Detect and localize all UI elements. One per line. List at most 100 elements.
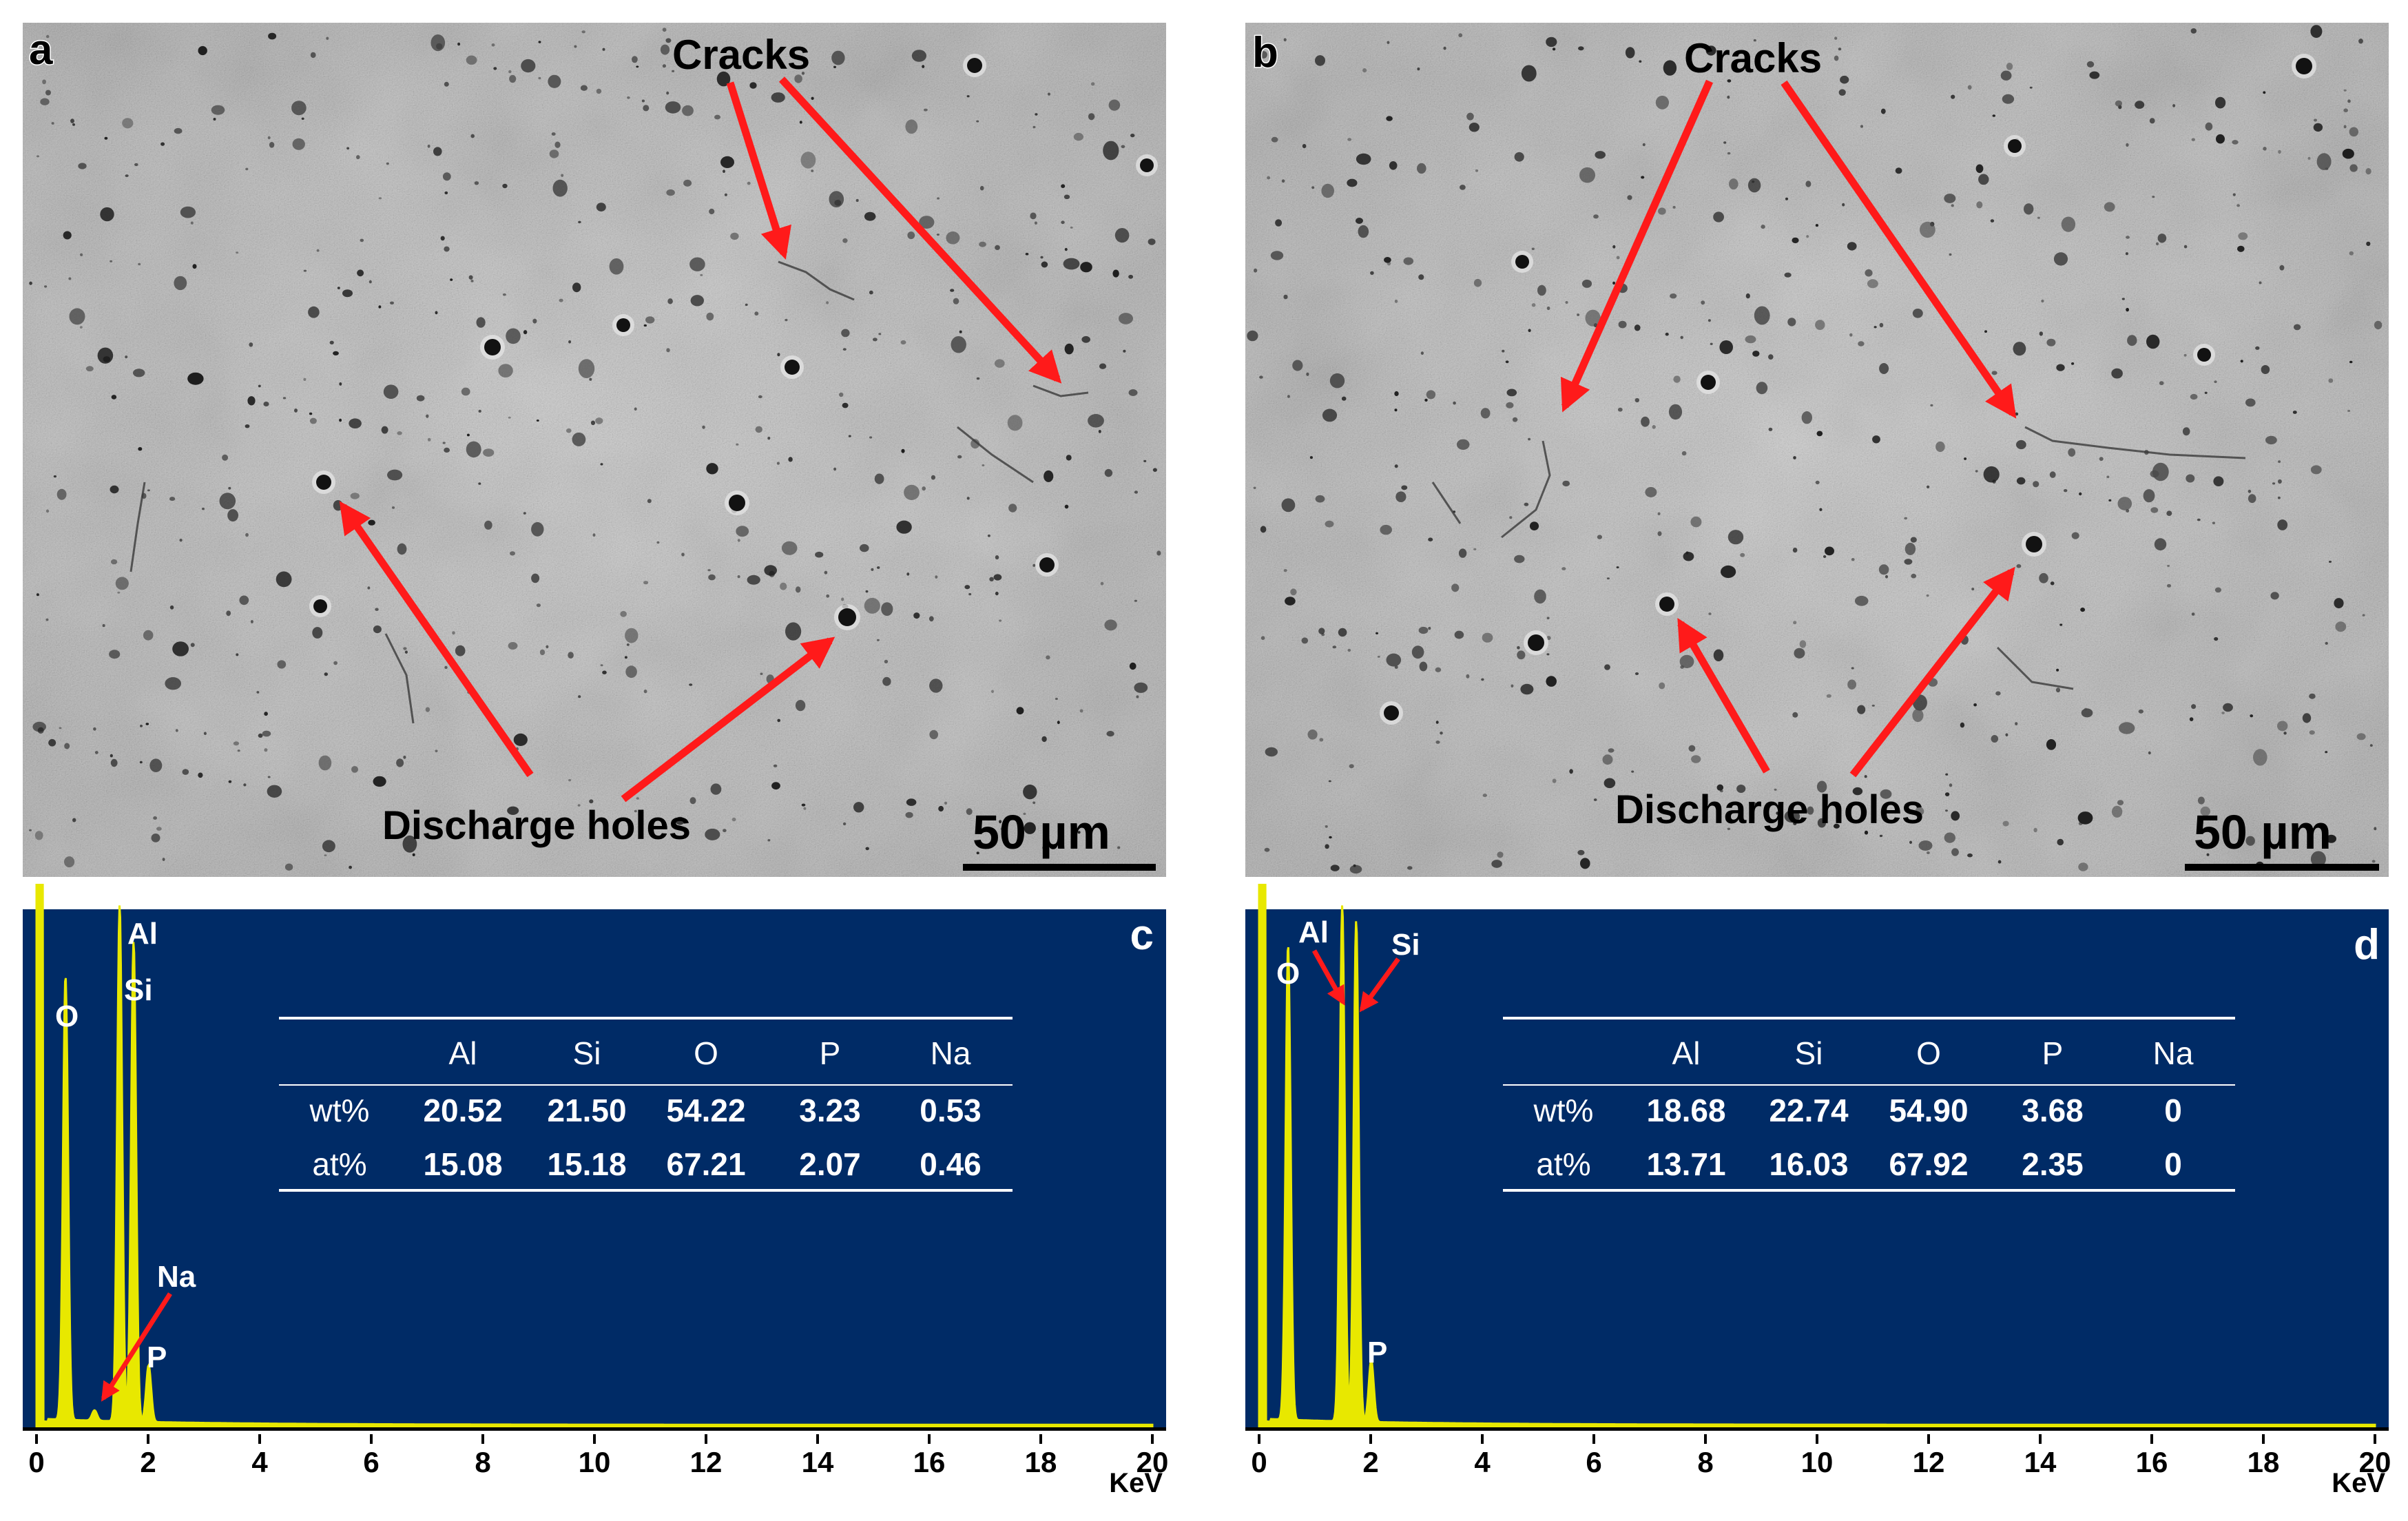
pore — [935, 575, 938, 579]
pore — [2024, 203, 2034, 215]
pore — [1879, 322, 1884, 328]
pore — [538, 76, 541, 80]
pore — [1975, 164, 1984, 174]
pore — [301, 117, 304, 120]
pore — [2061, 216, 2076, 232]
pore — [1945, 773, 1949, 776]
pore — [478, 482, 481, 485]
axis-line-d — [1245, 1427, 2389, 1431]
pore — [1657, 512, 1661, 515]
pore — [1044, 470, 1054, 482]
pore — [263, 402, 269, 406]
pore — [1403, 257, 1414, 265]
pore — [1565, 301, 1568, 304]
discharge-hole — [616, 318, 630, 332]
pore — [532, 318, 537, 324]
discharge-hole — [838, 608, 856, 626]
pore — [907, 231, 915, 240]
pore — [826, 594, 830, 598]
pore — [2117, 497, 2132, 510]
pore — [2310, 25, 2323, 38]
pore — [1872, 435, 1880, 444]
pore — [1978, 174, 1989, 185]
pore — [2278, 479, 2282, 484]
pore — [2310, 465, 2322, 475]
pore — [1546, 306, 1550, 311]
pore — [1823, 555, 1827, 558]
pore — [1030, 212, 1037, 220]
pore — [2343, 125, 2347, 129]
pore — [2250, 714, 2254, 718]
pore — [689, 797, 696, 805]
pore — [1134, 682, 1148, 693]
pore — [707, 569, 711, 572]
pore — [1134, 490, 1138, 494]
pore — [1420, 351, 1424, 355]
table-header-cell: P — [2042, 1035, 2064, 1071]
pore — [367, 586, 371, 590]
pore — [2111, 368, 2123, 379]
pore — [2005, 733, 2009, 737]
pore — [1634, 672, 1639, 675]
pore — [2046, 739, 2057, 750]
pore — [1995, 691, 2001, 696]
pore — [1386, 653, 1402, 667]
pore — [510, 551, 515, 556]
pore — [710, 783, 722, 795]
x-tick-label: 2 — [1362, 1446, 1378, 1478]
pore — [484, 520, 492, 530]
crack-arrow-a-2 — [778, 76, 1062, 384]
pores-b — [1247, 25, 2383, 874]
cracks-lines-a — [129, 260, 1089, 724]
pore — [682, 105, 694, 116]
discharge-hole — [729, 495, 745, 511]
x-tick-label: 0 — [28, 1446, 44, 1478]
pore — [841, 329, 850, 338]
pore — [2125, 252, 2128, 256]
pore — [190, 643, 195, 648]
pore — [397, 543, 407, 555]
pore — [2186, 474, 2195, 483]
pore — [1521, 65, 1537, 82]
pore — [2146, 334, 2160, 349]
crack-arrow-a-1 — [726, 81, 791, 260]
pore — [2215, 96, 2226, 109]
pore — [402, 835, 417, 853]
pore — [333, 351, 339, 355]
pore — [737, 575, 740, 579]
pore — [1895, 167, 1902, 174]
pore — [1377, 656, 1380, 658]
pore — [2106, 475, 2110, 479]
peak-label-al-c: Al — [127, 917, 158, 951]
pore — [523, 512, 526, 515]
x-unit-d: KeV — [2332, 1468, 2385, 1498]
pore — [2138, 709, 2144, 714]
pore — [2183, 353, 2187, 357]
pore — [1616, 566, 1619, 569]
pore — [1990, 219, 1995, 223]
pore — [881, 602, 893, 616]
pore — [521, 59, 536, 73]
pore — [1727, 152, 1731, 155]
pore — [507, 806, 519, 816]
pore — [625, 665, 637, 679]
pore — [681, 552, 685, 557]
pore — [292, 138, 305, 150]
x-tick-label: 8 — [475, 1446, 490, 1478]
pore — [1992, 114, 1996, 117]
pore — [1537, 284, 1546, 296]
pore — [1349, 865, 1362, 874]
pore — [2343, 89, 2347, 92]
pore — [922, 65, 925, 68]
pore — [79, 326, 83, 329]
pore — [350, 493, 360, 499]
pore — [2309, 730, 2315, 735]
pore — [1048, 92, 1050, 96]
pore — [1858, 341, 1865, 346]
pore — [2089, 71, 2100, 79]
pore — [1641, 176, 1645, 179]
pore — [632, 56, 638, 63]
holes-label-a: Discharge holes — [382, 803, 691, 848]
pore — [339, 382, 342, 386]
pore — [243, 783, 247, 787]
